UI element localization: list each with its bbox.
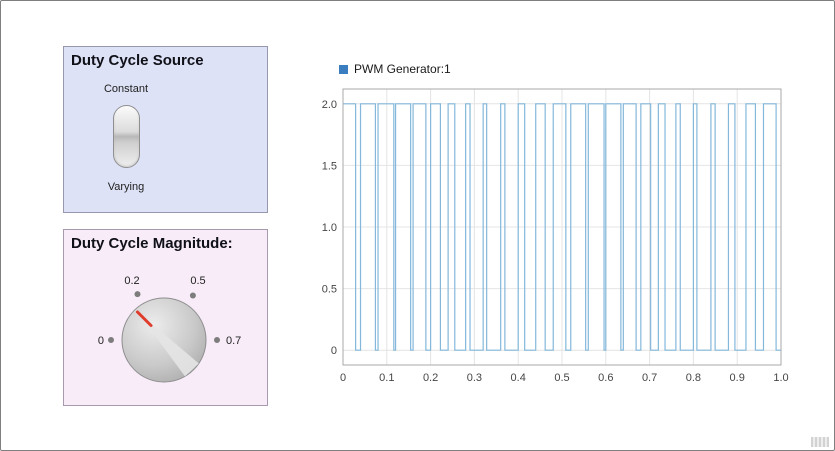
x-tick-label: 0.8	[686, 372, 701, 384]
knob-tick-dot	[214, 337, 220, 343]
duty-cycle-magnitude-panel: Duty Cycle Magnitude: 0 0.2 0.5	[63, 229, 268, 406]
knob-scale-label: 0.5	[190, 275, 205, 287]
x-tick-label: 0.2	[423, 372, 438, 384]
x-tick-label: 0.9	[730, 372, 745, 384]
knob[interactable]: 0 0.2 0.5 0.7	[64, 262, 269, 404]
pwm-plot: 0 0.1 0.2 0.3 0.4 0.5 0.6 0.7 0.8 0.9 1.0 0 0.5 1.0 1.…	[322, 88, 789, 384]
knob-scale-label: 0.2	[124, 275, 139, 287]
legend: PWM Generator:1	[339, 61, 794, 77]
scope: PWM Generator:1 0 0.1 0.2 0.3 0.4 0.5 0.6 0.7 0.…	[319, 61, 794, 396]
legend-swatch	[339, 64, 348, 74]
x-tick-label: 0	[340, 372, 346, 384]
y-tick-label: 2.0	[322, 99, 337, 111]
duty-cycle-source-panel: Duty Cycle Source Constant Varying	[63, 46, 268, 213]
x-tick-label: 0.5	[554, 372, 569, 384]
source-panel-title: Duty Cycle Source	[71, 52, 204, 69]
rocker-switch[interactable]	[112, 105, 140, 168]
knob-pointer-mark	[136, 310, 153, 327]
y-tick-label: 0.5	[322, 284, 337, 296]
knob-scale-label: 0	[98, 335, 104, 347]
knob-tick-dot	[134, 291, 141, 298]
rocker-switch-group: Constant Varying	[74, 83, 178, 193]
x-tick-label: 0.3	[467, 372, 482, 384]
y-tick-label: 1.0	[322, 222, 337, 234]
watermark	[811, 437, 829, 447]
y-tick-label: 0	[331, 345, 337, 357]
x-tick-label: 1.0	[773, 372, 788, 384]
x-tick-label: 0.7	[642, 372, 657, 384]
knob-area: 0 0.2 0.5 0.7	[64, 262, 269, 404]
knob-tick-dot	[108, 337, 114, 343]
knob-tick-dot	[189, 292, 196, 299]
knob-needle	[136, 310, 199, 377]
x-tick-label: 0.4	[511, 372, 526, 384]
pwm-waveform	[343, 103, 781, 351]
magnitude-panel-title: Duty Cycle Magnitude:	[71, 235, 233, 252]
x-tick-label: 0.6	[598, 372, 613, 384]
switch-option-constant: Constant	[103, 83, 149, 95]
switch-option-varying: Varying	[107, 181, 145, 193]
y-tick-label: 1.5	[322, 160, 337, 172]
plot-border	[342, 88, 782, 366]
legend-label: PWM Generator:1	[354, 62, 451, 76]
knob-scale-label: 0.7	[226, 335, 241, 347]
x-tick-label: 0.1	[379, 372, 394, 384]
